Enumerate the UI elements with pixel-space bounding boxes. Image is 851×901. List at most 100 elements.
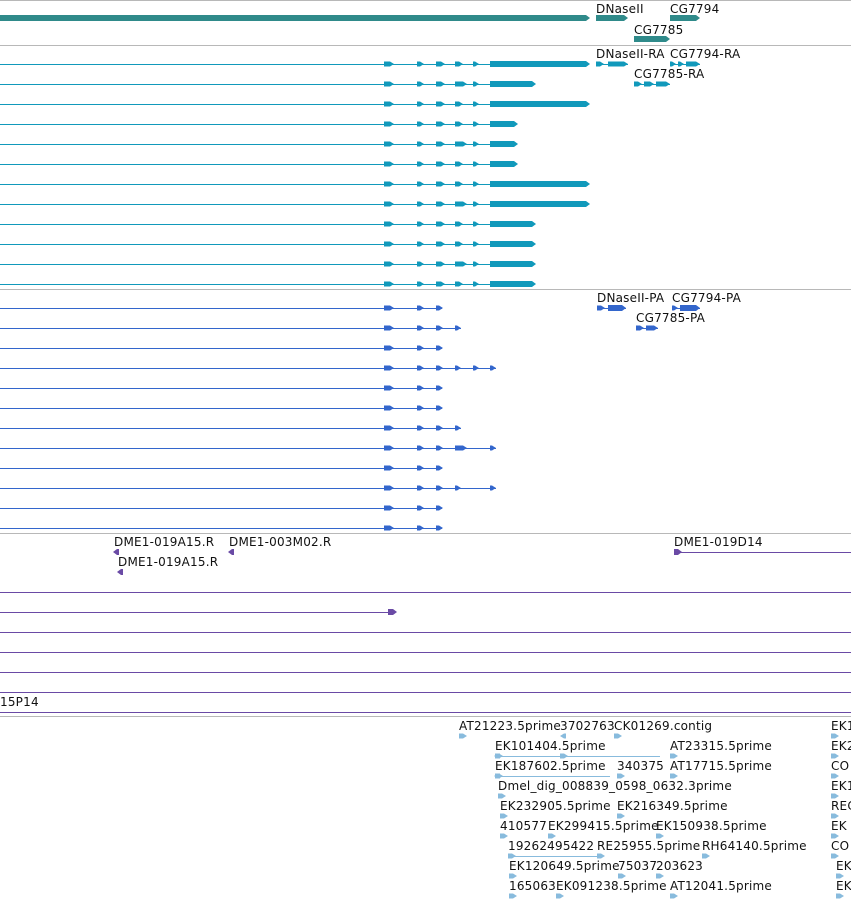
cds-exon xyxy=(384,345,394,351)
est-feature xyxy=(509,873,517,879)
est-label[interactable]: 165063 xyxy=(509,879,557,893)
est-label[interactable]: 410577 xyxy=(500,819,548,833)
est-label[interactable]: EK120649.5prime xyxy=(509,859,620,873)
clone-label-dme1-019a15-r[interactable]: DME1-019A15.R xyxy=(114,535,215,549)
transcript-exon xyxy=(473,141,479,147)
transcript-exon xyxy=(417,121,424,127)
est-label[interactable]: 19262495422 xyxy=(508,839,595,853)
protein-label-cg7794-pa[interactable]: CG7794-PA xyxy=(672,291,742,305)
est-label[interactable]: CO xyxy=(831,839,850,853)
transcript-exon xyxy=(473,221,479,227)
cds-exon xyxy=(417,345,424,351)
transcript-exon xyxy=(384,81,394,87)
transcript-exon xyxy=(608,61,628,67)
transcript-label-cg7794-ra[interactable]: CG7794-RA xyxy=(670,47,741,61)
gene-feature xyxy=(596,15,628,21)
clone-label-dme1-003m02-r[interactable]: DME1-003M02.R xyxy=(229,535,332,549)
transcript-exon xyxy=(384,141,394,147)
est-label[interactable]: RH64140.5prime xyxy=(702,839,807,853)
cds-exon xyxy=(384,505,394,511)
transcript-exon xyxy=(436,101,445,107)
protein-label-dnaseii-pa[interactable]: DNaseII-PA xyxy=(597,291,665,305)
cds-exon xyxy=(417,505,424,511)
est-label[interactable]: EK216349.5prime xyxy=(617,799,728,813)
est-label[interactable]: EK xyxy=(836,859,851,873)
cds-exon xyxy=(672,305,678,311)
transcript-exon xyxy=(634,81,642,87)
cds-exon xyxy=(490,365,496,371)
transcript-exon xyxy=(417,281,424,287)
est-label[interactable]: EK1 xyxy=(831,779,851,793)
transcript-exon xyxy=(490,261,536,267)
est-feature xyxy=(459,733,467,739)
cds-exon xyxy=(417,445,424,451)
transcript-exon xyxy=(417,181,424,187)
cds-exon xyxy=(436,445,443,451)
clone-label-15p14[interactable]: 15P14 xyxy=(0,695,39,709)
transcript-label-cg7785-ra[interactable]: CG7785-RA xyxy=(634,67,705,81)
clone-label-dme1-019d14[interactable]: DME1-019D14 xyxy=(674,535,763,549)
gene-feature xyxy=(634,36,670,42)
est-label[interactable]: EK2 xyxy=(831,739,851,753)
est-label[interactable]: RE25955.5prime xyxy=(597,839,701,853)
est-label[interactable]: AT23315.5prime xyxy=(670,739,772,753)
gene-label-dnaseii[interactable]: DNaseII xyxy=(596,2,644,16)
transcript-label-dnaseii-ra[interactable]: DNaseII-RA xyxy=(596,47,665,61)
cds-exon xyxy=(436,405,443,411)
est-label[interactable]: EK299415.5prime xyxy=(548,819,659,833)
cds-exon xyxy=(455,485,461,491)
protein-label-cg7785-pa[interactable]: CG7785-PA xyxy=(636,311,706,325)
gene-label-cg7785[interactable]: CG7785 xyxy=(634,23,684,37)
transcript-exon xyxy=(436,201,445,207)
est-label[interactable]: 75037 xyxy=(618,859,658,873)
est-label[interactable]: EK xyxy=(831,819,847,833)
est-feature xyxy=(494,753,500,759)
est-label[interactable]: CK01269.contig xyxy=(614,719,713,733)
transcript-exon xyxy=(490,81,536,87)
cds-exon xyxy=(384,405,394,411)
est-label[interactable]: EK091238.5prime xyxy=(556,879,667,893)
est-label[interactable]: EK xyxy=(836,879,851,893)
transcript-exon xyxy=(473,121,479,127)
est-label[interactable]: EK101404.5prime xyxy=(495,739,606,753)
est-feature xyxy=(617,773,625,779)
clone-label-dme1-019a15-r-2[interactable]: DME1-019A15.R xyxy=(118,555,219,569)
est-label[interactable]: REC xyxy=(831,799,851,813)
transcript-exon xyxy=(384,261,394,267)
est-label[interactable]: CO xyxy=(831,759,850,773)
cds-exon xyxy=(417,365,424,371)
transcript-exon xyxy=(436,261,445,267)
transcript-exon xyxy=(678,61,684,67)
est-label[interactable]: EK187602.5prime xyxy=(495,759,606,773)
cds-exon xyxy=(417,405,424,411)
cds-exon xyxy=(473,365,479,371)
est-label[interactable]: Dmel_dig_008839_0598_0632.3prime xyxy=(498,779,732,793)
est-label[interactable]: EK1 xyxy=(831,719,851,733)
transcript-exon xyxy=(384,281,394,287)
est-feature xyxy=(500,813,508,819)
est-feature xyxy=(670,753,678,759)
transcript-exon xyxy=(455,141,467,147)
est-label[interactable]: AT17715.5prime xyxy=(670,759,772,773)
transcript-exon xyxy=(490,101,590,107)
est-feature xyxy=(702,853,710,859)
est-label[interactable]: 203623 xyxy=(656,859,704,873)
cds-exon xyxy=(436,465,443,471)
est-label[interactable]: 3702763 xyxy=(560,719,615,733)
transcript-exon xyxy=(436,141,445,147)
est-label[interactable]: EK150938.5prime xyxy=(656,819,767,833)
transcript-exon xyxy=(455,181,463,187)
est-label[interactable]: 340375 xyxy=(617,759,665,773)
transcript-exon xyxy=(436,281,445,287)
gene-label-cg7794[interactable]: CG7794 xyxy=(670,2,720,16)
cds-exon xyxy=(417,305,424,311)
est-label[interactable]: AT21223.5prime xyxy=(459,719,561,733)
cds-exon xyxy=(455,425,461,431)
transcript-exon xyxy=(455,281,463,287)
est-label[interactable]: EK232905.5prime xyxy=(500,799,611,813)
est-label[interactable]: AT12041.5prime xyxy=(670,879,772,893)
transcript-exon xyxy=(490,141,518,147)
cds-exon xyxy=(436,385,443,391)
transcript-exon xyxy=(490,61,590,67)
